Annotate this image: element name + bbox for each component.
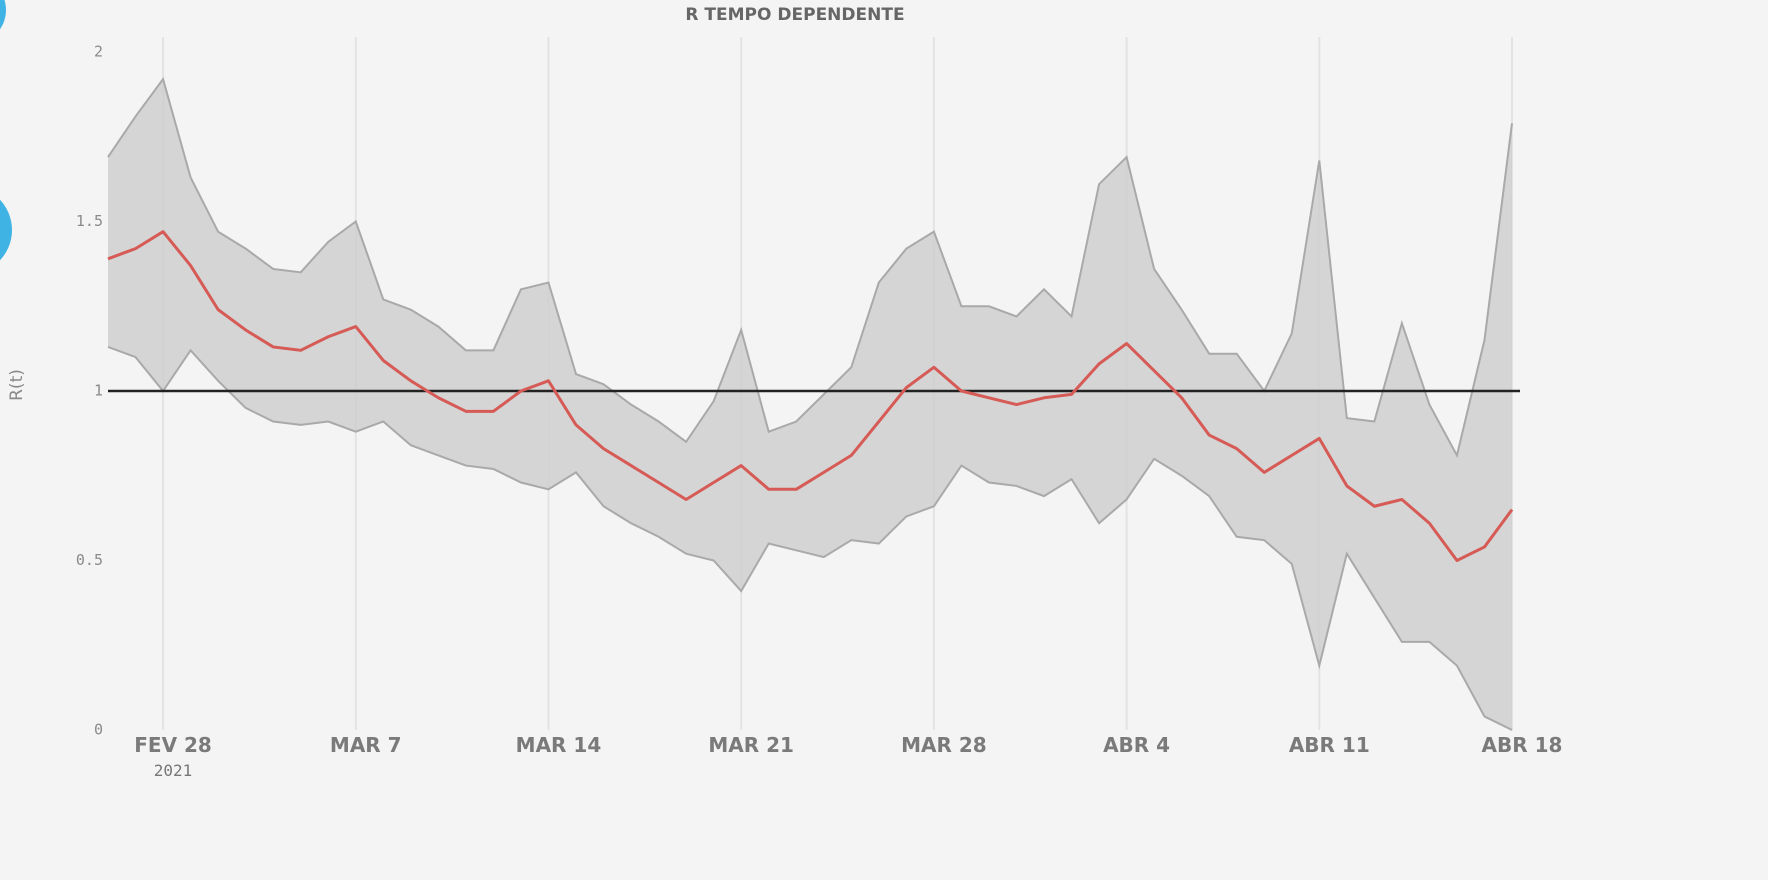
x-tick-label: FEV 28 — [134, 733, 212, 757]
confidence-band — [108, 79, 1512, 731]
y-axis-label: R(t) — [7, 369, 27, 401]
x-tick-label: MAR 7 — [330, 733, 402, 757]
y-tick-label: 0.5 — [76, 551, 103, 569]
decoration — [0, 199, 12, 261]
y-tick-label: 0 — [94, 721, 103, 739]
x-tick-label: MAR 28 — [901, 733, 987, 757]
band-lower-edge — [107, 345, 1513, 731]
band-upper-edge — [107, 76, 1513, 459]
x-tick-label: ABR 18 — [1482, 733, 1563, 757]
y-tick-label: 1 — [94, 382, 103, 400]
x-tick-label: MAR 14 — [516, 733, 602, 757]
chart-title: R TEMPO DEPENDENTE — [685, 5, 904, 25]
x-tick-label: ABR 11 — [1289, 733, 1370, 757]
y-tick-label: 1.5 — [76, 212, 103, 230]
x-tick-label: MAR 21 — [708, 733, 794, 757]
y-tick-label: 2 — [94, 43, 103, 61]
x-tick-sublabel: 2021 — [154, 761, 193, 780]
line-series — [107, 230, 1514, 562]
x-tick-label: ABR 4 — [1103, 733, 1170, 757]
decoration — [0, 0, 6, 30]
